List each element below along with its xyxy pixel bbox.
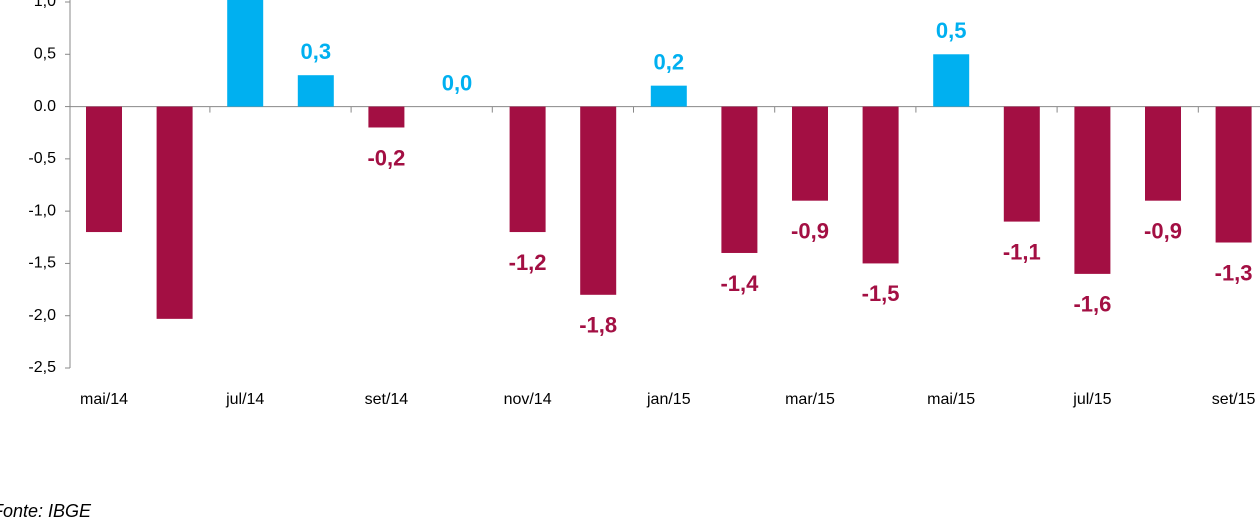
value-label: -1,4 [720, 271, 759, 296]
bar [792, 106, 828, 201]
value-label: 0,5 [936, 18, 967, 43]
source: Fonte: IBGE [0, 501, 92, 521]
value-label: -0,9 [1144, 218, 1182, 243]
value-label: 0,0 [442, 70, 473, 95]
y-tick-label: 1,0 [34, 0, 56, 10]
bar [86, 106, 122, 233]
y-tick-label: -2,5 [28, 359, 56, 376]
value-label: -1,3 [1215, 260, 1253, 285]
y-tick-label: -1,0 [28, 202, 56, 219]
bar [368, 106, 405, 128]
bar [580, 106, 617, 295]
value-label: 0,3 [301, 39, 332, 64]
bar [1215, 106, 1252, 243]
value-label: -1,6 [1073, 292, 1111, 317]
bar [1003, 106, 1040, 222]
x-tick-label: mar/15 [785, 391, 835, 408]
x-tick-label: set/14 [365, 391, 409, 408]
bar [156, 106, 193, 319]
bar [297, 75, 334, 107]
y-tick-label: 0,5 [34, 46, 56, 63]
value-label: -1,2 [509, 250, 547, 275]
value-label: -0,9 [791, 218, 829, 243]
bar [650, 85, 687, 107]
x-tick-label: jul/14 [225, 391, 264, 408]
value-label: -1,1 [1003, 239, 1041, 264]
value-label: 0,2 [654, 49, 685, 74]
value-label: -0,2 [367, 145, 405, 170]
value-label: -1,8 [579, 313, 617, 338]
bar [862, 106, 899, 264]
bar [509, 106, 546, 233]
bar [721, 106, 758, 253]
x-tick-label: mai/15 [927, 391, 975, 408]
x-tick-label: nov/14 [504, 391, 552, 408]
bar [1074, 106, 1111, 274]
value-label: -1,5 [862, 281, 900, 306]
x-tick-label: jan/15 [646, 391, 691, 408]
x-tick-label: mai/14 [80, 391, 128, 408]
y-tick-label: -0,5 [28, 150, 56, 167]
x-tick-label: jul/15 [1072, 391, 1111, 408]
x-tick-label: set/15 [1212, 391, 1256, 408]
y-tick-label: 0.0 [34, 98, 56, 115]
y-tick-label: -1,5 [28, 255, 56, 272]
y-tick-label: -2,0 [28, 307, 56, 324]
bar [227, 0, 264, 107]
bar [1145, 106, 1181, 201]
bar [933, 54, 970, 107]
